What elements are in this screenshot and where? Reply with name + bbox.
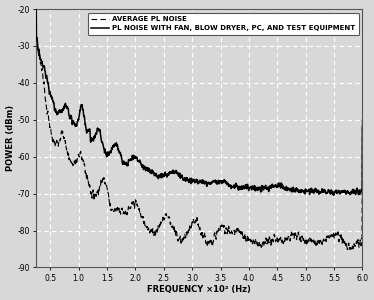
AVERAGE PL NOISE	[351, 245, 355, 248]
Line: AVERAGE PL NOISE: AVERAGE PL NOISE	[36, 9, 362, 250]
X-axis label: FREQUENCY ×10² (Hz): FREQUENCY ×10² (Hz)	[147, 285, 251, 294]
PL NOISE WITH FAN, BLOW DRYER, PC, AND TEST EQUIPMENT	[360, 124, 365, 128]
Line: PL NOISE WITH FAN, BLOW DRYER, PC, AND TEST EQUIPMENT: PL NOISE WITH FAN, BLOW DRYER, PC, AND T…	[36, 9, 362, 195]
AVERAGE PL NOISE	[351, 244, 355, 248]
Y-axis label: POWER (dBm): POWER (dBm)	[6, 105, 15, 171]
AVERAGE PL NOISE	[50, 140, 55, 143]
PL NOISE WITH FAN, BLOW DRYER, PC, AND TEST EQUIPMENT	[351, 188, 355, 192]
AVERAGE PL NOISE	[291, 233, 295, 237]
PL NOISE WITH FAN, BLOW DRYER, PC, AND TEST EQUIPMENT	[351, 188, 355, 191]
Legend: AVERAGE PL NOISE, PL NOISE WITH FAN, BLOW DRYER, PC, AND TEST EQUIPMENT: AVERAGE PL NOISE, PL NOISE WITH FAN, BLO…	[88, 13, 359, 35]
PL NOISE WITH FAN, BLOW DRYER, PC, AND TEST EQUIPMENT	[332, 194, 336, 197]
PL NOISE WITH FAN, BLOW DRYER, PC, AND TEST EQUIPMENT	[34, 7, 38, 11]
PL NOISE WITH FAN, BLOW DRYER, PC, AND TEST EQUIPMENT	[50, 98, 55, 102]
AVERAGE PL NOISE	[348, 248, 352, 251]
PL NOISE WITH FAN, BLOW DRYER, PC, AND TEST EQUIPMENT	[291, 187, 295, 191]
AVERAGE PL NOISE	[360, 118, 365, 121]
AVERAGE PL NOISE	[193, 222, 197, 226]
PL NOISE WITH FAN, BLOW DRYER, PC, AND TEST EQUIPMENT	[193, 181, 197, 184]
PL NOISE WITH FAN, BLOW DRYER, PC, AND TEST EQUIPMENT	[184, 177, 188, 181]
AVERAGE PL NOISE	[184, 232, 188, 235]
AVERAGE PL NOISE	[34, 7, 38, 11]
